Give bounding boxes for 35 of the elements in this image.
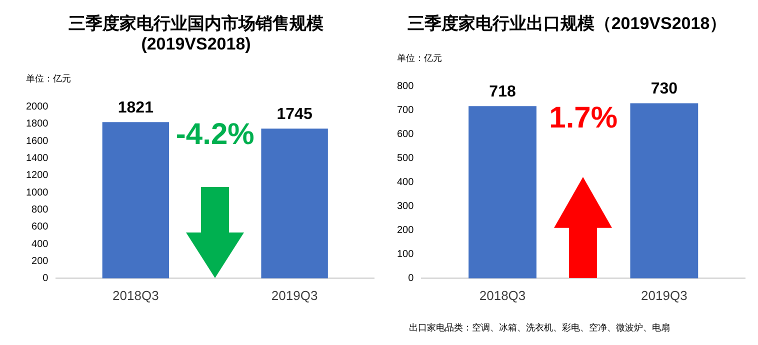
- y-axis-title: 单位：亿元: [26, 73, 71, 84]
- y-tick-label: 0: [42, 273, 49, 284]
- y-tick-label: 1400: [26, 153, 49, 164]
- x-tick-label: 2018Q3: [479, 288, 526, 303]
- x-tick-label: 2018Q3: [112, 288, 159, 303]
- y-tick-label: 400: [396, 177, 414, 188]
- y-tick-label: 800: [396, 81, 414, 92]
- data-label: 1821: [118, 100, 154, 117]
- annotation: -4.2%: [176, 118, 254, 152]
- y-tick-label: 200: [32, 256, 49, 267]
- x-tick-label: 2019Q3: [641, 288, 688, 303]
- y-tick-label: 1200: [26, 170, 49, 182]
- y-tick-label: 1000: [26, 187, 49, 198]
- y-tick-label: 300: [396, 201, 414, 212]
- y-tick-label: 0: [408, 273, 414, 284]
- chart-title: 三季度家电行业出口规模（2019VS2018）: [407, 14, 727, 33]
- x-tick-label: 2019Q3: [271, 288, 318, 303]
- y-tick-label: 200: [396, 225, 414, 236]
- chart-title: 三季度家电行业国内市场销售规模 (2019VS2018): [68, 14, 324, 54]
- data-label: 730: [650, 80, 678, 98]
- y-tick-label: 1800: [26, 118, 49, 130]
- text: 出口家电品类：空调、冰箱、洗衣机、彩电、空净、微波炉、电扇: [409, 322, 670, 332]
- y-axis-title: 单位：亿元: [397, 52, 442, 63]
- data-label: 1745: [276, 106, 312, 124]
- y-tick-label: 2000: [26, 102, 49, 113]
- y-tick-label: 1600: [26, 136, 49, 147]
- y-tick-label: 800: [32, 204, 49, 216]
- annotation: 1.7%: [549, 101, 618, 134]
- y-tick-label: 500: [396, 153, 414, 164]
- y-tick-label: 700: [396, 105, 414, 116]
- data-label: 718: [489, 83, 516, 100]
- y-tick-label: 600: [396, 129, 414, 140]
- y-tick-label: 600: [32, 222, 49, 233]
- y-tick-label: 400: [32, 238, 49, 250]
- y-tick-label: 100: [396, 249, 414, 260]
